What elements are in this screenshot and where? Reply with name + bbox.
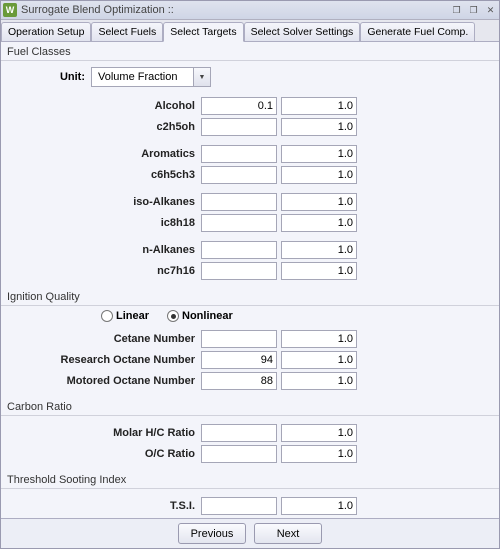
- weight-input[interactable]: [281, 445, 357, 463]
- value-input[interactable]: [201, 497, 277, 515]
- form-row: iso-Alkanes: [1, 191, 499, 212]
- row-label: c6h5ch3: [1, 169, 201, 181]
- form-row: Molar H/C Ratio: [1, 422, 499, 443]
- row-label: Cetane Number: [1, 333, 201, 345]
- window-buttons: ❐ ❐ ✕: [450, 4, 497, 17]
- form-row: Alcohol: [1, 95, 499, 116]
- weight-input[interactable]: [281, 166, 357, 184]
- row-label: iso-Alkanes: [1, 196, 201, 208]
- weight-input[interactable]: [281, 118, 357, 136]
- weight-input[interactable]: [281, 351, 357, 369]
- weight-input[interactable]: [281, 193, 357, 211]
- maximize-icon[interactable]: ❐: [467, 4, 480, 17]
- unit-value: Volume Fraction: [92, 71, 193, 83]
- form-row: Research Octane Number: [1, 349, 499, 370]
- form-row: ic8h18: [1, 212, 499, 233]
- value-input[interactable]: [201, 118, 277, 136]
- row-label: ic8h18: [1, 217, 201, 229]
- row-label: nc7h16: [1, 265, 201, 277]
- tab-generate-fuel-comp-[interactable]: Generate Fuel Comp.: [360, 22, 475, 41]
- footer: Previous Next: [1, 518, 499, 548]
- unit-label: Unit:: [1, 71, 91, 83]
- radio-label: Linear: [116, 310, 149, 322]
- unit-row: Unit:Volume Fraction: [1, 61, 499, 95]
- row-label: O/C Ratio: [1, 448, 201, 460]
- row-label: Motored Octane Number: [1, 375, 201, 387]
- weight-input[interactable]: [281, 424, 357, 442]
- group-title: Fuel Classes: [1, 44, 499, 61]
- form-row: Cetane Number: [1, 328, 499, 349]
- radio-icon: [167, 310, 179, 322]
- weight-input[interactable]: [281, 97, 357, 115]
- tab-select-solver-settings[interactable]: Select Solver Settings: [244, 22, 361, 41]
- value-input[interactable]: [201, 166, 277, 184]
- tab-operation-setup[interactable]: Operation Setup: [1, 22, 91, 41]
- row-label: Molar H/C Ratio: [1, 427, 201, 439]
- group-title: Threshold Sooting Index: [1, 472, 499, 489]
- form-row: O/C Ratio: [1, 443, 499, 464]
- tabs: Operation SetupSelect FuelsSelect Target…: [1, 20, 499, 42]
- form-row: c2h5oh: [1, 116, 499, 137]
- group-title: Carbon Ratio: [1, 399, 499, 416]
- titlebar: W Surrogate Blend Optimization :: ❐ ❐ ✕: [1, 1, 499, 20]
- weight-input[interactable]: [281, 214, 357, 232]
- weight-input[interactable]: [281, 241, 357, 259]
- weight-input[interactable]: [281, 262, 357, 280]
- radio-label: Nonlinear: [182, 310, 233, 322]
- restore-icon[interactable]: ❐: [450, 4, 463, 17]
- window: W Surrogate Blend Optimization :: ❐ ❐ ✕ …: [0, 0, 500, 549]
- content-pane: Fuel ClassesUnit:Volume FractionAlcoholc…: [1, 42, 499, 518]
- value-input[interactable]: [201, 262, 277, 280]
- row-label: Alcohol: [1, 100, 201, 112]
- previous-button[interactable]: Previous: [178, 523, 246, 544]
- row-label: Research Octane Number: [1, 354, 201, 366]
- row-label: n-Alkanes: [1, 244, 201, 256]
- value-input[interactable]: [201, 445, 277, 463]
- form-row: nc7h16: [1, 260, 499, 281]
- chevron-down-icon[interactable]: [193, 68, 210, 86]
- form-row: c6h5ch3: [1, 164, 499, 185]
- value-input[interactable]: [201, 372, 277, 390]
- tab-select-fuels[interactable]: Select Fuels: [91, 22, 163, 41]
- weight-input[interactable]: [281, 145, 357, 163]
- form-row: n-Alkanes: [1, 239, 499, 260]
- value-input[interactable]: [201, 351, 277, 369]
- value-input[interactable]: [201, 241, 277, 259]
- close-icon[interactable]: ✕: [484, 4, 497, 17]
- value-input[interactable]: [201, 193, 277, 211]
- value-input[interactable]: [201, 97, 277, 115]
- row-label: Aromatics: [1, 148, 201, 160]
- value-input[interactable]: [201, 214, 277, 232]
- value-input[interactable]: [201, 145, 277, 163]
- row-label: T.S.I.: [1, 500, 201, 512]
- value-input[interactable]: [201, 424, 277, 442]
- ignition-type-radio-group: Linear Nonlinear: [1, 306, 499, 328]
- weight-input[interactable]: [281, 497, 357, 515]
- radio-icon: [101, 310, 113, 322]
- unit-combo[interactable]: Volume Fraction: [91, 67, 211, 87]
- app-icon: W: [3, 3, 17, 17]
- next-button[interactable]: Next: [254, 523, 322, 544]
- radio-nonlinear[interactable]: Nonlinear: [167, 310, 233, 322]
- tab-select-targets[interactable]: Select Targets: [163, 22, 243, 42]
- radio-linear[interactable]: Linear: [101, 310, 149, 322]
- form-row: Motored Octane Number: [1, 370, 499, 391]
- weight-input[interactable]: [281, 372, 357, 390]
- window-title: Surrogate Blend Optimization ::: [21, 4, 450, 16]
- value-input[interactable]: [201, 330, 277, 348]
- row-label: c2h5oh: [1, 121, 201, 133]
- form-row: Aromatics: [1, 143, 499, 164]
- group-title: Ignition Quality: [1, 289, 499, 306]
- form-row: T.S.I.: [1, 495, 499, 516]
- weight-input[interactable]: [281, 330, 357, 348]
